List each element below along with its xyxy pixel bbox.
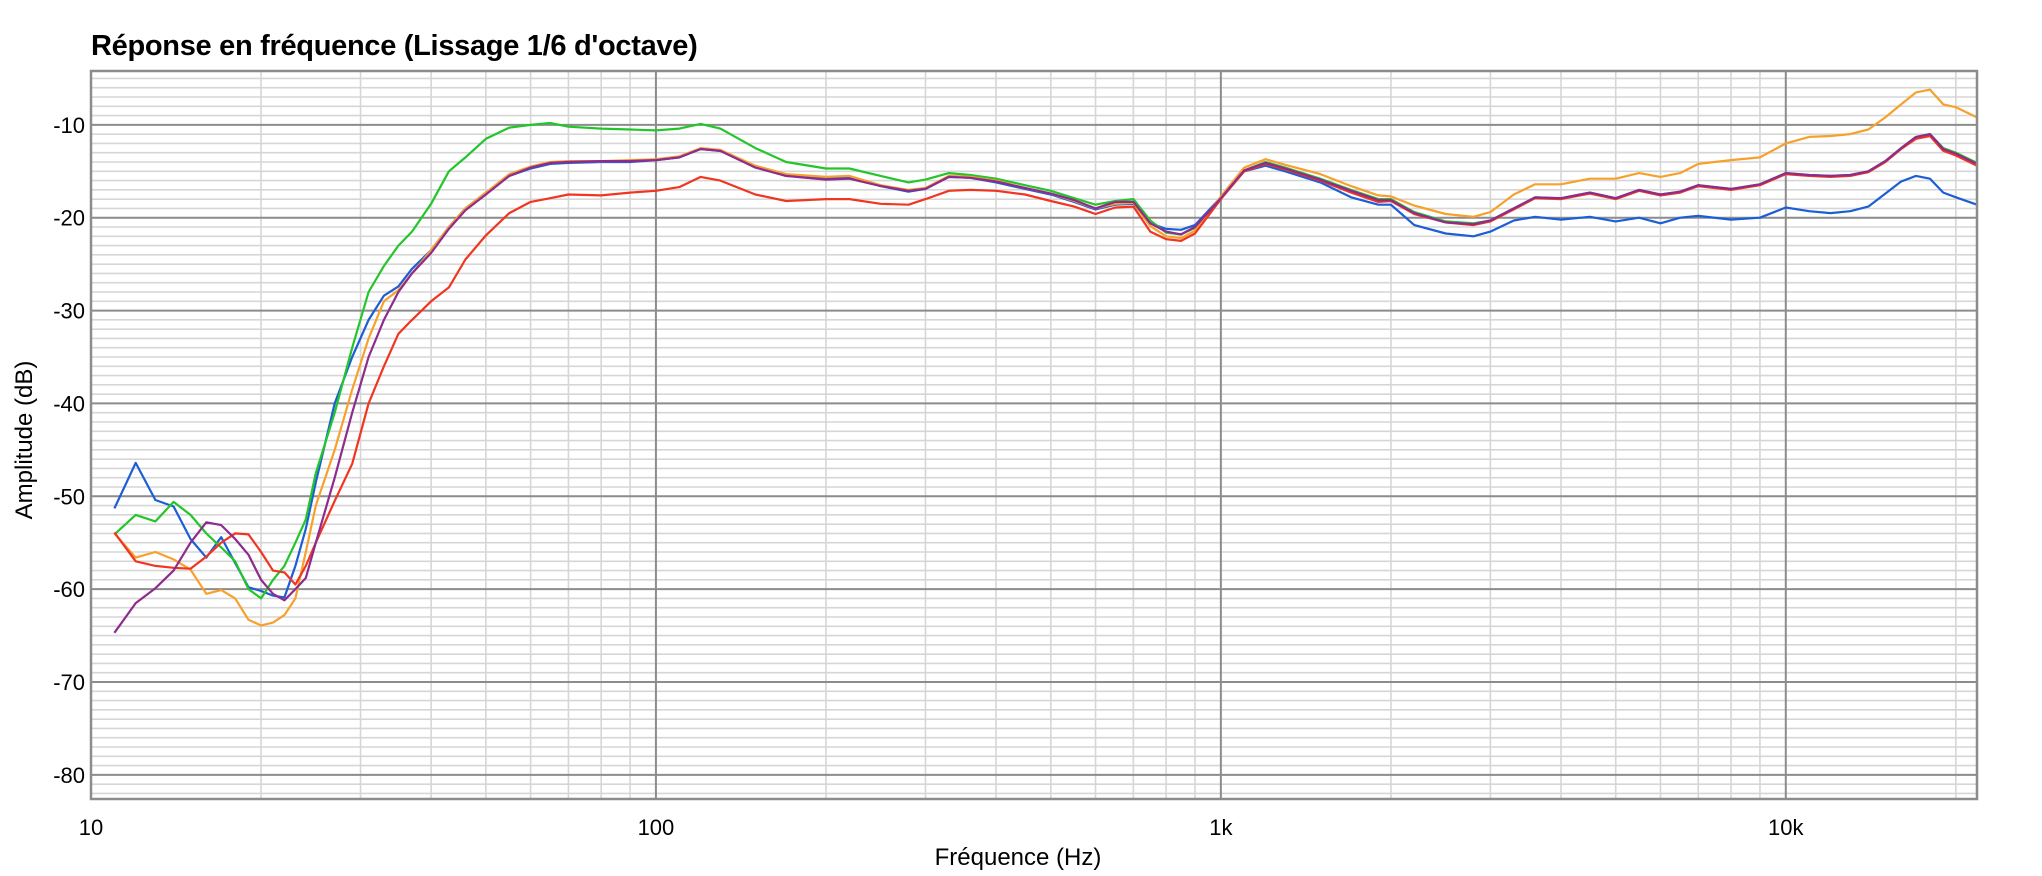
- x-tick-label: 1k: [1209, 815, 1233, 840]
- x-axis-label: Fréquence (Hz): [935, 844, 1102, 871]
- x-axis-ticks: 10 100 1k 10k: [79, 815, 1805, 840]
- y-tick-label: -60: [53, 577, 85, 602]
- x-tick-label: 10: [79, 815, 103, 840]
- major-gridlines: [90, 71, 1977, 799]
- plot-frame: [89, 69, 1979, 801]
- y-axis-ticks: -10 -20 -30 -40 -50 -60 -70 -80: [53, 113, 85, 788]
- y-tick-label: -30: [53, 299, 85, 324]
- y-tick-label: -10: [53, 113, 85, 138]
- y-axis-label: Amplitude (dB): [11, 361, 38, 520]
- y-tick-label: -80: [53, 763, 85, 788]
- chart-title: Réponse en fréquence (Lissage 1/6 d'octa…: [91, 30, 698, 62]
- series-lines: [113, 88, 1978, 634]
- y-tick-label: -40: [53, 391, 85, 416]
- series-line-purple: [113, 133, 1978, 634]
- x-tick-label: 10k: [1768, 815, 1804, 840]
- x-tick-label: 100: [638, 815, 675, 840]
- y-tick-label: -70: [53, 670, 85, 695]
- y-tick-label: -50: [53, 484, 85, 509]
- minor-gridlines: [91, 71, 1977, 799]
- y-tick-label: -20: [53, 206, 85, 231]
